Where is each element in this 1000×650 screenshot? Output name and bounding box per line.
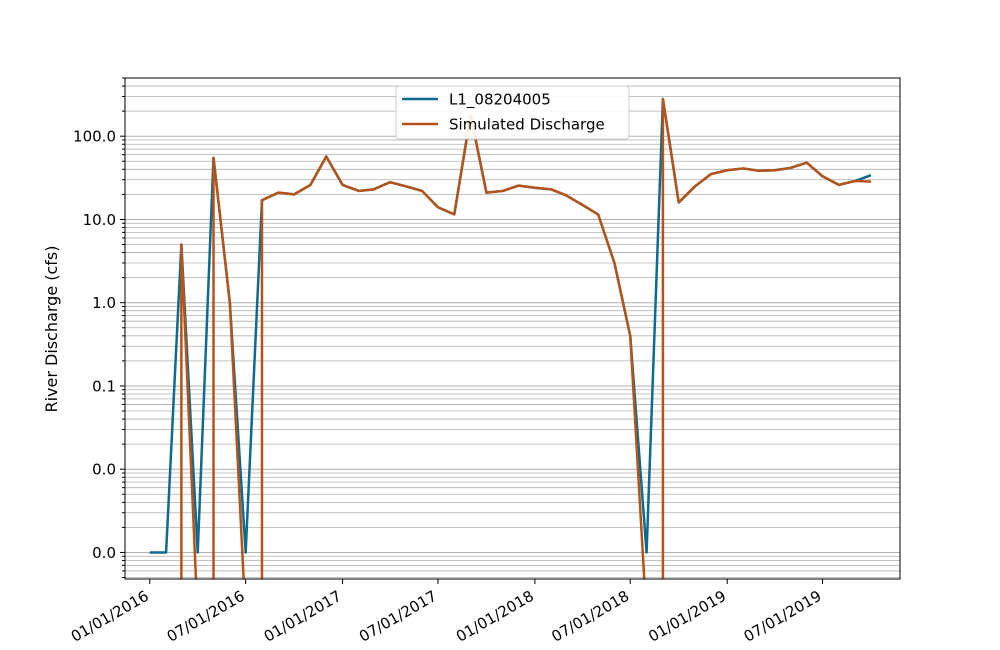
- y-tick-label: 10.0: [83, 211, 116, 229]
- y-tick-label: 1.0: [92, 294, 116, 312]
- y-tick-label: 0.0: [92, 461, 116, 479]
- series-lines: [149, 97, 872, 579]
- y-tick-label: 0.1: [92, 377, 116, 395]
- y-tick-label: 0.0: [92, 544, 116, 562]
- legend-label-observed: L1_08204005: [449, 91, 551, 110]
- legend-box: [395, 85, 630, 140]
- y-tick-label: 100.0: [73, 128, 116, 146]
- y-gridlines: [125, 77, 900, 578]
- y-axis-label: River Discharge (cfs): [42, 245, 61, 412]
- plot-frame: [124, 77, 901, 580]
- y-axis: 0.0 0.0 0.1 1.0 10.0 100.0: [73, 77, 125, 579]
- legend: L1_08204005 Simulated Discharge: [395, 85, 630, 140]
- plot-background: [125, 78, 900, 579]
- legend-label-simulated: Simulated Discharge: [449, 116, 605, 134]
- series-line-simulated: [180, 97, 872, 579]
